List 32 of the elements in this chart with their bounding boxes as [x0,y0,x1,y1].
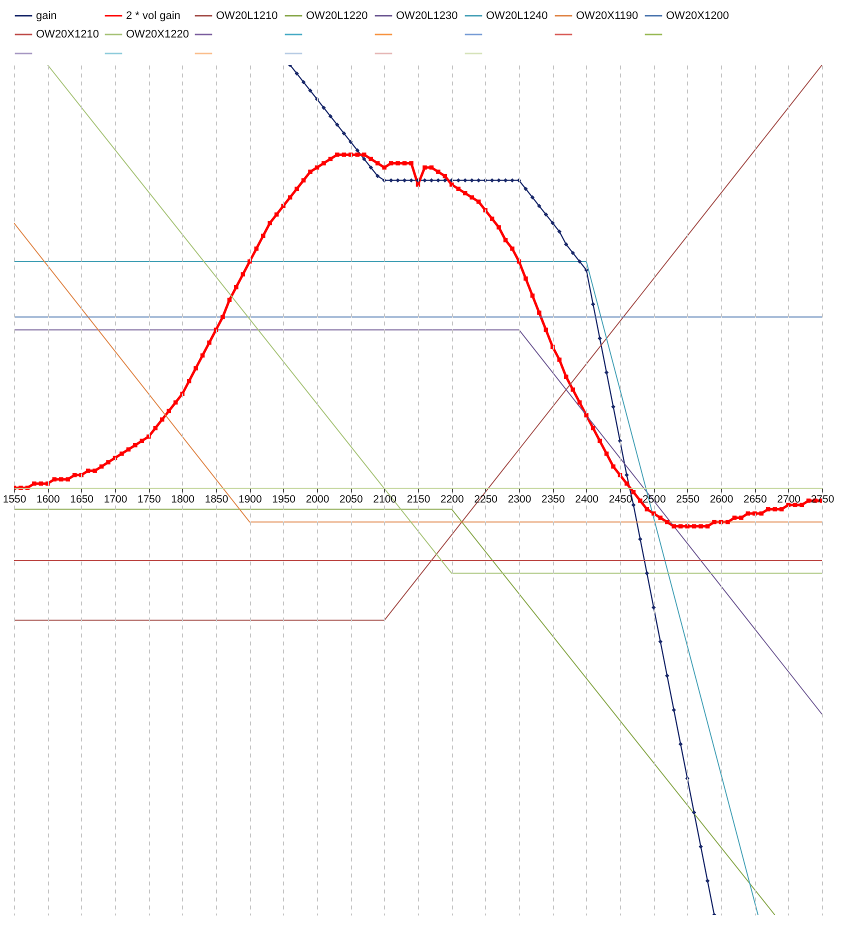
x-tick-label: 2050 [339,493,364,506]
x-tick-label: 1650 [70,493,94,506]
legend-label: OW20L1220 [306,10,368,22]
legend-label: 2 * vol gain [126,10,180,22]
x-tick-label: 2450 [608,493,632,506]
x-tick-label: 1750 [137,493,162,506]
legend-label: OW20L1230 [396,10,458,22]
x-tick-label: 2150 [406,493,430,506]
x-tick-label: 2650 [743,493,768,506]
legend-label: gain [36,10,57,22]
legend-label: OW20L1210 [216,10,278,22]
legend-label: OW20X1220 [126,28,189,40]
x-tick-label: 2300 [508,493,532,506]
x-tick-label: 2400 [575,493,599,506]
x-tick-label: 1900 [238,493,262,506]
legend-label: OW20X1190 [576,10,638,22]
x-tick-label: 2200 [440,493,464,506]
legend-label: OW20X1200 [666,10,729,22]
x-tick-label: 1600 [36,493,60,506]
x-tick-label: 1700 [104,493,128,506]
x-tick-label: 1850 [204,493,228,506]
x-tick-label: 2550 [676,493,700,506]
x-tick-label: 1550 [2,493,26,506]
x-tick-label: 2000 [306,493,330,506]
legend-label: OW20L1240 [486,10,548,22]
x-tick-label: 2700 [777,493,801,506]
x-tick-label: 1800 [171,493,195,506]
x-tick-label: 2350 [541,493,566,506]
x-tick-label: 1950 [272,493,296,506]
x-tick-label: 2750 [810,493,834,506]
legend-label: OW20X1210 [36,28,99,40]
x-tick-label: 2600 [710,493,734,506]
